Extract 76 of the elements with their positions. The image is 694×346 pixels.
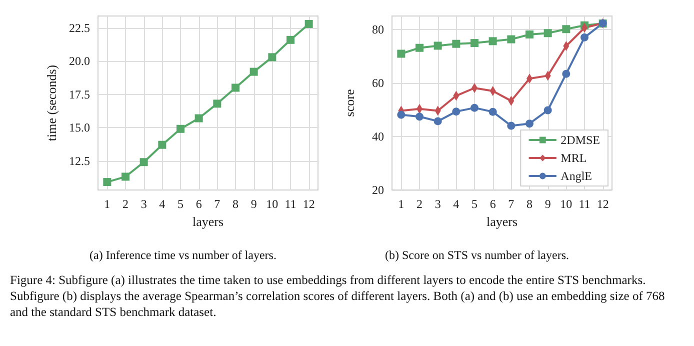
x-tick-label: 7 [214, 197, 220, 211]
legend-label: AnglE [560, 169, 592, 183]
point [103, 178, 112, 186]
x-tick-label: 2 [416, 197, 422, 211]
point [470, 104, 478, 112]
y-tick-label: 20 [372, 183, 384, 197]
x-axis-title: layers [192, 214, 224, 229]
x-tick-label: 11 [284, 197, 296, 211]
x-tick-label: 9 [250, 197, 257, 211]
point [434, 117, 442, 126]
x-tick-label: 6 [196, 197, 202, 211]
point [526, 120, 534, 128]
y-tick-label: 80 [372, 22, 384, 36]
legend-label: 2DMSE [560, 133, 600, 147]
point [397, 50, 406, 58]
point [158, 140, 166, 149]
point [507, 122, 516, 130]
point [122, 172, 130, 181]
x-tick-label: 8 [232, 197, 238, 211]
y-axis-title: score [342, 89, 357, 117]
point [213, 100, 222, 108]
y-tick-label: 40 [372, 129, 384, 144]
point [397, 110, 406, 119]
y-axis-title: time (seconds) [44, 64, 60, 142]
y-tick-label: 12.5 [69, 154, 90, 168]
point [416, 112, 424, 121]
y-tick-label: 17.5 [69, 87, 90, 102]
x-tick-label: 1 [104, 197, 110, 211]
x-tick-label: 8 [526, 197, 532, 211]
y-tick-label: 15.0 [69, 120, 90, 135]
point [140, 158, 148, 166]
x-tick-label: 3 [140, 197, 147, 211]
point [194, 114, 203, 122]
y-tick-label: 22.5 [69, 20, 90, 35]
x-tick-label: 4 [453, 197, 460, 211]
caption: Figure 4: Subfigure (a) illustrates the time taken to use embeddings from different layers to encode the entire STS benchmarks. Subfigure (b) displays the average Spearman’s correlation scores of different layers. Both (a) and (b) use an embedding size of 768 and the standard STS benchmark dataset. [10, 272, 666, 320]
x-tick-label: 2 [122, 197, 128, 211]
text: (a) Inference time vs number of layers. [90, 248, 276, 262]
point [562, 70, 570, 78]
point [232, 84, 240, 92]
x-tick-label: 5 [472, 197, 478, 211]
point [286, 36, 294, 44]
point [176, 124, 184, 133]
point [434, 42, 442, 50]
x-tick-label: 5 [178, 197, 184, 211]
x-tick-label: 9 [544, 197, 551, 211]
x-tick-label: 11 [578, 197, 590, 211]
x-axis-title: layers [486, 214, 518, 229]
point [470, 39, 478, 48]
y-tick-label: 20.0 [69, 54, 90, 68]
point [544, 29, 552, 38]
point [488, 108, 497, 116]
point [526, 30, 534, 38]
x-tick-label: 12 [302, 197, 315, 211]
text: (b) Score on STS vs number of layers. [385, 248, 569, 262]
x-tick-label: 10 [266, 197, 278, 211]
point [488, 37, 497, 46]
y-tick-label: 60 [372, 76, 384, 90]
x-tick-label: 4 [159, 197, 166, 211]
point [250, 68, 258, 76]
point [268, 53, 276, 62]
x-tick-label: 3 [434, 197, 441, 211]
legend-label: MRL [560, 151, 587, 165]
x-tick-label: 7 [508, 197, 514, 211]
x-tick-label: 1 [398, 197, 404, 211]
point [452, 40, 460, 48]
point [507, 35, 516, 44]
point [580, 33, 588, 42]
point [416, 44, 424, 52]
point [304, 20, 313, 28]
x-tick-label: 6 [490, 197, 496, 211]
point [544, 106, 552, 114]
x-tick-label: 12 [596, 197, 609, 211]
point [562, 25, 570, 34]
point [452, 108, 460, 116]
x-tick-label: 10 [560, 197, 572, 211]
